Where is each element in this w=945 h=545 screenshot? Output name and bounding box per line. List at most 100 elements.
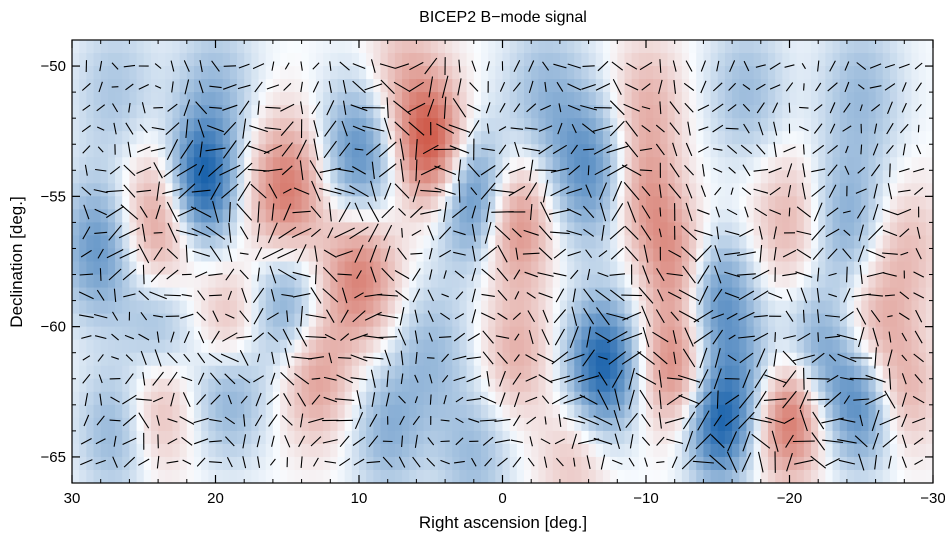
heatmap-cell (129, 404, 138, 419)
heatmap-cell (402, 313, 410, 328)
heatmap-cell (437, 300, 446, 315)
heatmap-cell (839, 235, 848, 250)
heatmap-cell (380, 417, 389, 432)
heatmap-cell (717, 105, 726, 119)
heatmap-cell (337, 144, 346, 158)
heatmap-cell (100, 235, 109, 250)
heatmap-cell (703, 339, 712, 354)
heatmap-cell (201, 222, 209, 237)
heatmap-cell (646, 404, 654, 419)
heatmap-cell (545, 378, 554, 393)
heatmap-cell (387, 170, 396, 184)
heatmap-cell (172, 53, 181, 67)
heatmap-cell (918, 339, 927, 354)
heatmap-cell (796, 40, 805, 54)
heatmap-cell (767, 469, 776, 483)
heatmap-cell (767, 40, 776, 54)
polarization-vector (280, 121, 294, 136)
heatmap-cell (423, 404, 432, 419)
heatmap-cell (452, 456, 461, 471)
polarization-vector (743, 60, 750, 72)
heatmap-cell (624, 248, 633, 263)
heatmap-cell (280, 378, 288, 393)
heatmap-cell (904, 352, 913, 367)
heatmap-cell (208, 469, 217, 483)
heatmap-cell (351, 79, 360, 93)
polarization-vector (469, 82, 479, 92)
heatmap-cell (445, 183, 453, 197)
polarization-vector (223, 65, 237, 67)
heatmap-cell (767, 313, 776, 328)
polarization-vector (567, 83, 582, 91)
heatmap-cell (746, 443, 755, 458)
heatmap-cell (351, 66, 360, 80)
heatmap-cell (423, 196, 432, 210)
heatmap-cell (918, 313, 927, 328)
heatmap-cell (595, 456, 604, 471)
heatmap-cell (215, 53, 224, 67)
polarization-vector (727, 354, 737, 362)
heatmap-cell (452, 313, 461, 328)
heatmap-cell (272, 66, 281, 80)
heatmap-cell (323, 417, 331, 432)
heatmap-cell (717, 92, 726, 106)
heatmap-cell (588, 391, 597, 406)
heatmap-cell (272, 261, 281, 276)
heatmap-cell (660, 248, 669, 263)
heatmap-cell (488, 300, 496, 315)
polarization-vector (499, 370, 506, 387)
heatmap-cell (803, 326, 812, 341)
heatmap-cell (72, 235, 80, 250)
heatmap-cell (430, 131, 439, 145)
heatmap-cell (595, 92, 604, 106)
heatmap-cell (437, 79, 446, 93)
heatmap-cell (359, 261, 367, 276)
heatmap-cell (767, 443, 776, 458)
polarization-vector (239, 350, 249, 366)
heatmap-cell (839, 391, 848, 406)
heatmap-cell (889, 339, 898, 354)
heatmap-cell (825, 352, 834, 367)
heatmap-cell (760, 235, 769, 250)
polarization-vector (889, 163, 891, 178)
polarization-vector (659, 101, 662, 115)
polarization-vector (342, 79, 347, 94)
heatmap-cell (559, 157, 568, 171)
polarization-vector (497, 312, 508, 320)
heatmap-cell (473, 313, 482, 328)
heatmap-cell (559, 391, 568, 406)
heatmap-cell (911, 313, 920, 328)
polarization-vector (621, 164, 642, 177)
polarization-vector (713, 148, 723, 151)
heatmap-cell (502, 66, 511, 80)
heatmap-cell (459, 157, 468, 171)
heatmap-cell (689, 170, 697, 184)
heatmap-cell (107, 209, 116, 224)
heatmap-cell (631, 443, 640, 458)
heatmap-cell (732, 53, 740, 67)
heatmap-cell (882, 196, 891, 210)
heatmap-cell (237, 430, 245, 445)
heatmap-cell (674, 352, 683, 367)
polarization-vector (742, 164, 751, 177)
heatmap-cell (509, 326, 518, 341)
heatmap-cell (143, 209, 152, 224)
heatmap-cell (760, 430, 769, 445)
heatmap-cell (581, 469, 590, 483)
heatmap-cell (567, 235, 575, 250)
heatmap-cell (581, 144, 590, 158)
heatmap-cell (72, 170, 80, 184)
heatmap-cell (287, 66, 296, 80)
heatmap-cell (72, 378, 80, 393)
heatmap-cell (789, 53, 798, 67)
heatmap-cell (122, 170, 130, 184)
heatmap-cell (244, 40, 252, 54)
heatmap-cell (868, 378, 877, 393)
heatmap-cell (229, 378, 238, 393)
heatmap-cell (215, 235, 224, 250)
heatmap-cell (136, 352, 145, 367)
heatmap-cell (244, 456, 252, 471)
heatmap-cell (767, 157, 776, 171)
heatmap-cell (595, 40, 604, 54)
polarization-vector (414, 309, 419, 323)
